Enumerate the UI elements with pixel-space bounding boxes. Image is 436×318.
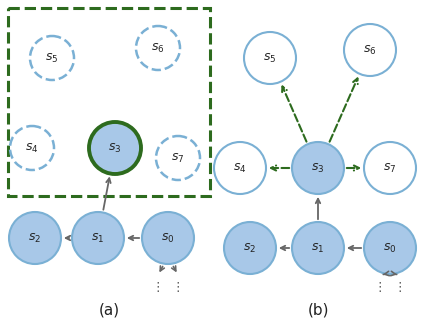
Circle shape — [156, 136, 200, 180]
Text: $s_{4}$: $s_{4}$ — [233, 162, 247, 175]
Text: (b): (b) — [307, 302, 329, 317]
Text: $s_{6}$: $s_{6}$ — [151, 41, 165, 55]
Circle shape — [214, 142, 266, 194]
Circle shape — [364, 222, 416, 274]
Circle shape — [9, 212, 61, 264]
Text: (a): (a) — [99, 302, 119, 317]
Circle shape — [30, 36, 74, 80]
Circle shape — [364, 142, 416, 194]
Text: $s_{0}$: $s_{0}$ — [383, 241, 397, 254]
Text: $s_{5}$: $s_{5}$ — [45, 52, 59, 65]
Circle shape — [10, 126, 54, 170]
Text: ⋮: ⋮ — [374, 281, 386, 294]
Text: $s_{7}$: $s_{7}$ — [171, 151, 185, 164]
Text: $s_{1}$: $s_{1}$ — [92, 232, 105, 245]
Circle shape — [292, 222, 344, 274]
Circle shape — [136, 26, 180, 70]
Circle shape — [89, 122, 141, 174]
Circle shape — [72, 212, 124, 264]
Circle shape — [244, 32, 296, 84]
Bar — [8, 8, 210, 196]
Text: $s_{7}$: $s_{7}$ — [383, 162, 397, 175]
Text: $s_{4}$: $s_{4}$ — [25, 142, 39, 155]
Text: ⋮: ⋮ — [394, 281, 406, 294]
Text: $s_{0}$: $s_{0}$ — [161, 232, 175, 245]
Text: $s_{6}$: $s_{6}$ — [363, 44, 377, 57]
Circle shape — [142, 212, 194, 264]
Circle shape — [224, 222, 276, 274]
Circle shape — [292, 142, 344, 194]
Circle shape — [344, 24, 396, 76]
Text: $s_{2}$: $s_{2}$ — [28, 232, 41, 245]
Text: ⋮: ⋮ — [172, 281, 184, 294]
Text: $s_{3}$: $s_{3}$ — [108, 142, 122, 155]
Text: $s_{2}$: $s_{2}$ — [243, 241, 256, 254]
Text: $s_{1}$: $s_{1}$ — [311, 241, 325, 254]
Text: $s_{3}$: $s_{3}$ — [311, 162, 325, 175]
Text: $s_{5}$: $s_{5}$ — [263, 52, 277, 65]
Text: ⋮: ⋮ — [152, 281, 164, 294]
